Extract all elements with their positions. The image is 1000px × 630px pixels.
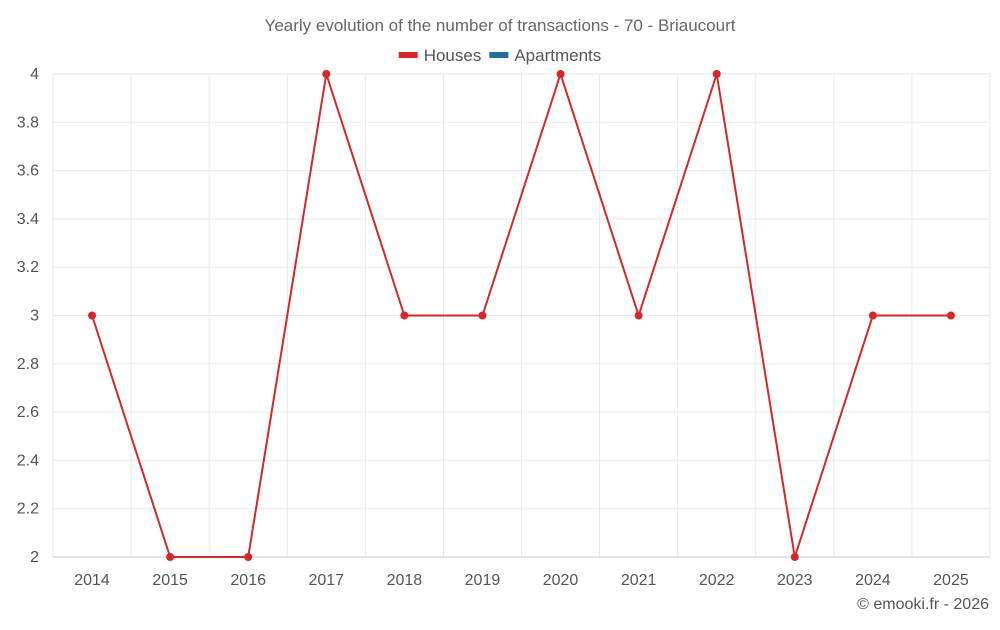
x-tick-label: 2023 <box>777 572 813 589</box>
data-point[interactable] <box>946 311 955 320</box>
x-tick-label: 2021 <box>621 572 657 589</box>
y-tick-label: 3.6 <box>17 163 39 180</box>
chart-title: Yearly evolution of the number of transa… <box>265 16 736 35</box>
x-tick-label: 2018 <box>387 572 423 589</box>
series-layer <box>88 70 955 561</box>
legend-item-apartments[interactable]: Apartments <box>489 46 601 65</box>
x-tick-label: 2022 <box>699 572 735 589</box>
legend-label: Houses <box>424 46 482 65</box>
legend-item-houses[interactable]: Houses <box>398 46 482 65</box>
legend-swatch <box>398 52 418 58</box>
y-tick-label: 2 <box>30 549 39 566</box>
data-point[interactable] <box>166 553 175 561</box>
x-tick-label: 2024 <box>855 572 891 589</box>
axes: 2 2.2 2.4 2.6 2.8 3 3.2 3.4 3.6 3.8 4 2014 2015 2016 2… <box>17 66 990 589</box>
data-point[interactable] <box>400 311 409 320</box>
x-tick-label: 2014 <box>74 572 110 589</box>
y-tick-label: 3.8 <box>17 114 39 131</box>
grid <box>52 73 991 558</box>
y-tick-label: 2.4 <box>17 452 39 469</box>
data-point[interactable] <box>868 311 877 320</box>
data-point[interactable] <box>478 311 487 320</box>
y-tick-label: 3.2 <box>17 259 39 276</box>
y-tick-label: 3.4 <box>17 211 39 228</box>
legend-swatch <box>489 52 509 58</box>
y-tick-label: 2.8 <box>17 356 39 373</box>
x-tick-label: 2016 <box>230 572 266 589</box>
data-point[interactable] <box>244 553 253 561</box>
data-point[interactable] <box>556 70 565 78</box>
y-tick-label: 2.6 <box>17 404 39 421</box>
y-tick-label: 4 <box>30 66 39 83</box>
credit-text: © emooki.fr - 2026 <box>857 596 989 613</box>
y-tick-label: 2.2 <box>17 501 39 518</box>
y-tick-label: 3 <box>30 308 39 325</box>
x-tick-label: 2025 <box>933 572 969 589</box>
x-tick-label: 2020 <box>543 572 579 589</box>
x-tick-label: 2015 <box>152 572 188 589</box>
series-line-houses <box>91 70 951 558</box>
data-point[interactable] <box>88 311 97 320</box>
legend: Houses Apartments <box>398 46 601 65</box>
data-point[interactable] <box>634 311 643 320</box>
data-point[interactable] <box>712 70 721 78</box>
legend-label: Apartments <box>514 46 601 65</box>
x-tick-label: 2017 <box>308 572 344 589</box>
data-point[interactable] <box>322 70 331 78</box>
data-point[interactable] <box>790 553 799 561</box>
x-tick-label: 2019 <box>465 572 501 589</box>
